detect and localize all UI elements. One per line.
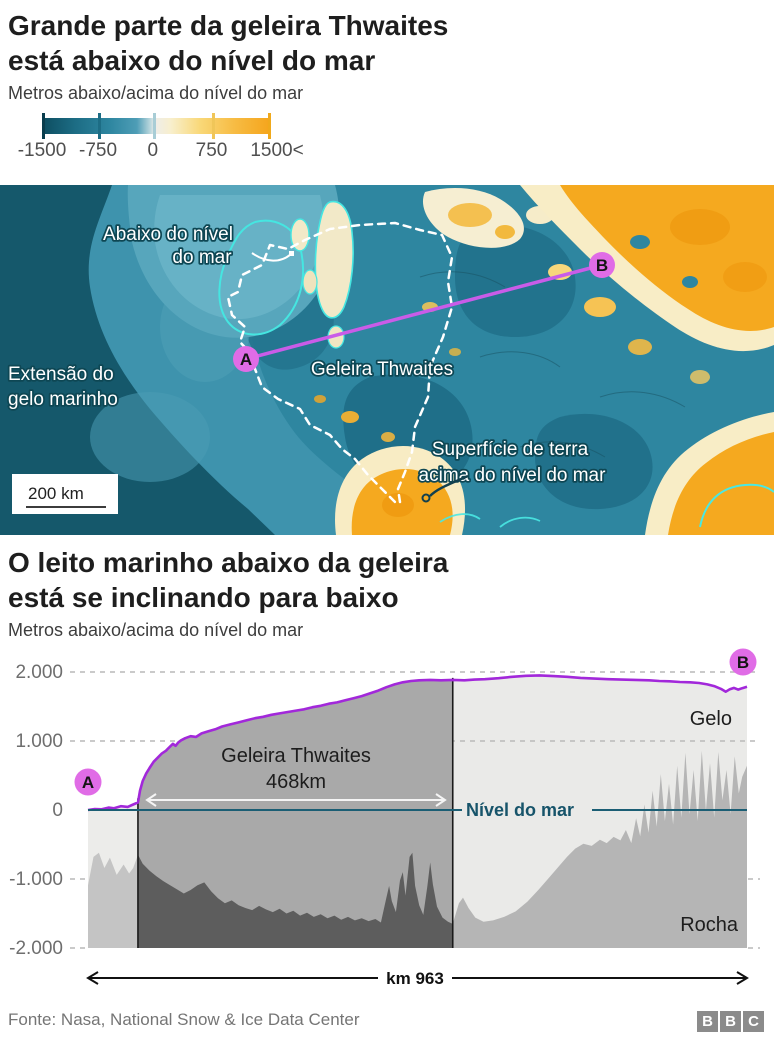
scale-tick bbox=[268, 113, 271, 139]
profile-marker-a: A bbox=[74, 768, 102, 796]
profile-svg: 2.000 1.000 0 -1.000 -2.000 Nível do mar Gel… bbox=[9, 648, 760, 988]
profile-area bbox=[138, 852, 453, 948]
svg-text:A: A bbox=[82, 773, 94, 792]
source-credit: Fonte: Nasa, National Snow & Ice Data Ce… bbox=[8, 1010, 360, 1029]
map-marker-b: B bbox=[589, 252, 615, 278]
map-trough bbox=[455, 224, 576, 337]
label-glacier: Geleira Thwaites bbox=[311, 359, 453, 380]
profile-title-line1: O leito marinho abaixo da geleira bbox=[8, 547, 449, 578]
label-glacier-length: 468km bbox=[266, 771, 326, 793]
label-sea-ice: gelo marinho bbox=[8, 389, 118, 410]
profile-area bbox=[88, 852, 138, 948]
profile-title-line2: está se inclinando para baixo bbox=[8, 582, 399, 613]
scale-label: 750 bbox=[195, 140, 228, 161]
profile-area bbox=[452, 750, 747, 948]
map-island bbox=[314, 200, 354, 319]
scale-label: -750 bbox=[79, 140, 118, 161]
map-marker-a: A bbox=[233, 346, 259, 372]
map-patch bbox=[682, 276, 698, 288]
below-sea-arrow-end bbox=[289, 251, 294, 256]
ice-surface-line bbox=[87, 674, 748, 812]
svg-text:B: B bbox=[737, 653, 749, 672]
cyan-contour bbox=[699, 483, 774, 528]
map-highland bbox=[668, 432, 774, 535]
y-axis-tick: 1.000 bbox=[15, 731, 63, 752]
map-highland-spot bbox=[341, 411, 359, 423]
map-island bbox=[448, 203, 492, 227]
transect-line bbox=[245, 263, 603, 361]
cyan-contour bbox=[439, 513, 541, 528]
map-title-line2: está abaixo do nível do mar bbox=[8, 45, 376, 76]
y-axis-tick: -2.000 bbox=[9, 938, 63, 959]
svg-text:200 km: 200 km bbox=[28, 484, 84, 503]
label-sea-level: Nível do mar bbox=[466, 800, 574, 820]
bed-profile-chart: 2.000 1.000 0 -1.000 -2.000 Nível do mar Gel… bbox=[0, 648, 774, 995]
profile-title: O leito marinho abaixo da geleira está s… bbox=[8, 545, 448, 615]
distance-arrow bbox=[86, 971, 749, 985]
svg-text:A: A bbox=[240, 350, 252, 369]
map-ocean bbox=[0, 185, 275, 535]
map-highland-spot bbox=[584, 297, 616, 317]
label-ice: Gelo bbox=[690, 708, 732, 730]
label-below-sea: do mar bbox=[172, 247, 232, 268]
bbc-logo-block: B bbox=[697, 1011, 718, 1032]
map-highland-core bbox=[670, 209, 730, 245]
map-trough bbox=[535, 413, 653, 510]
glacier-outline-dashed bbox=[226, 221, 454, 504]
scale-tick bbox=[98, 113, 102, 139]
bbc-logo-block: C bbox=[743, 1011, 764, 1032]
label-total-distance: km 963 bbox=[386, 969, 444, 988]
map-subtitle: Metros abaixo/acima do nível do mar bbox=[8, 83, 304, 103]
thwaites-elevation-map: A B Abaixo do nível do mar Extensão do g… bbox=[0, 185, 774, 535]
y-axis-tick: -1.000 bbox=[9, 869, 63, 890]
map-highland-spot bbox=[690, 370, 710, 384]
profile-generated-areas: 2.000 1.000 0 -1.000 -2.000 bbox=[9, 662, 760, 959]
scale-label: 1500< bbox=[250, 140, 304, 161]
scale-label: 0 bbox=[147, 140, 159, 161]
map-scale-bar: 200 km bbox=[12, 474, 118, 514]
map-title: Grande parte da geleira Thwaites está ab… bbox=[8, 8, 448, 78]
label-below-sea: Abaixo do nível bbox=[103, 224, 233, 245]
label-rock: Rocha bbox=[680, 914, 739, 936]
map-island bbox=[302, 269, 318, 295]
map-patch bbox=[630, 235, 650, 249]
map-svg: A B Abaixo do nível do mar Extensão do g… bbox=[0, 185, 774, 535]
map-highland-spot bbox=[449, 348, 461, 356]
above-sea-arrow-end bbox=[421, 493, 431, 503]
map-island bbox=[290, 218, 310, 252]
label-glacier-name: Geleira Thwaites bbox=[221, 745, 371, 767]
profile-marker-b: B bbox=[729, 648, 757, 676]
scale-tick bbox=[152, 113, 156, 139]
profile-subtitle: Metros abaixo/acima do nível do mar bbox=[8, 620, 304, 640]
map-island bbox=[495, 225, 515, 239]
y-axis-tick: 0 bbox=[52, 800, 63, 821]
scale-tick bbox=[211, 113, 215, 139]
below-sea-arrow bbox=[251, 252, 292, 262]
map-highland-core bbox=[723, 262, 767, 292]
dark-contour bbox=[419, 271, 686, 458]
above-sea-arrow bbox=[429, 474, 469, 497]
map-patch bbox=[90, 392, 210, 482]
map-highland-spot bbox=[628, 339, 652, 355]
bbc-logo: B B C bbox=[697, 1011, 764, 1032]
scale-label: -1500 bbox=[17, 140, 67, 161]
map-highland-core bbox=[382, 493, 414, 517]
label-above-sea: Superfície de terra bbox=[432, 439, 589, 460]
svg-text:B: B bbox=[596, 256, 608, 275]
label-above-sea: acima do nível do mar bbox=[419, 465, 607, 486]
map-highland-spot bbox=[381, 432, 395, 442]
map-title-line1: Grande parte da geleira Thwaites bbox=[8, 10, 449, 41]
elevation-color-scale: -1500 -750 0 750 1500< bbox=[0, 110, 774, 165]
map-ice-shelf-inner bbox=[154, 195, 324, 320]
bbc-logo-block: B bbox=[720, 1011, 741, 1032]
label-sea-ice: Extensão do bbox=[8, 364, 114, 385]
profile-area bbox=[138, 679, 453, 948]
map-highland-spot bbox=[314, 395, 326, 403]
glacier-extent-arrow bbox=[145, 793, 447, 807]
scale-tick bbox=[42, 113, 45, 139]
y-axis-tick: 2.000 bbox=[15, 662, 63, 683]
